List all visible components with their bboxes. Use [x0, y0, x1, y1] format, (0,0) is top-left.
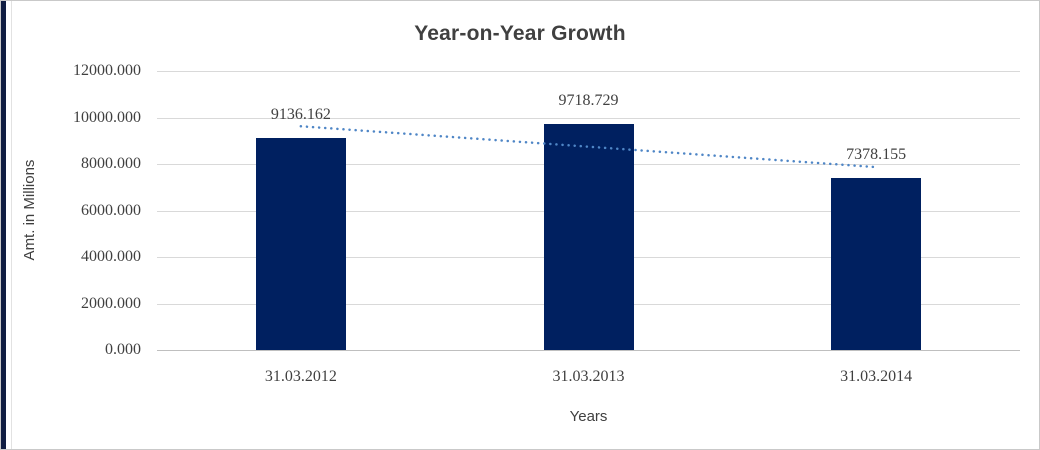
data-label: 7378.155 [846, 146, 907, 164]
y-axis-title: Amt. in Millions [21, 159, 38, 261]
left-inner-border [11, 1, 12, 449]
y-tick-label: 2000.000 [81, 295, 141, 312]
x-axis-line [157, 350, 1020, 351]
plot-area: 9136.162 9718.729 7378.155 [157, 71, 1020, 351]
x-tick-label: 31.03.2012 [264, 368, 337, 385]
y-tick-label: 4000.000 [81, 248, 141, 265]
gridline [157, 118, 1020, 119]
x-tick-label: 31.03.2014 [840, 368, 913, 385]
data-label: 9136.162 [270, 105, 331, 123]
y-tick-label: 10000.000 [73, 109, 141, 126]
bar-31.03.2014 [831, 178, 922, 350]
y-tick-label: 0.000 [105, 341, 141, 358]
x-axis-title: Years [569, 408, 608, 425]
y-tick-label: 6000.000 [81, 202, 141, 219]
bar-31.03.2013 [543, 124, 634, 350]
chart-title: Year-on-Year Growth [414, 22, 626, 45]
x-tick-label: 31.03.2013 [552, 368, 625, 385]
y-tick-label: 12000.000 [73, 62, 141, 79]
bar-31.03.2012 [255, 137, 346, 350]
data-label: 9718.729 [558, 92, 619, 110]
gridline [157, 71, 1020, 72]
trendline [299, 125, 878, 169]
y-tick-label: 8000.000 [81, 155, 141, 172]
left-edge-strip [1, 1, 6, 449]
